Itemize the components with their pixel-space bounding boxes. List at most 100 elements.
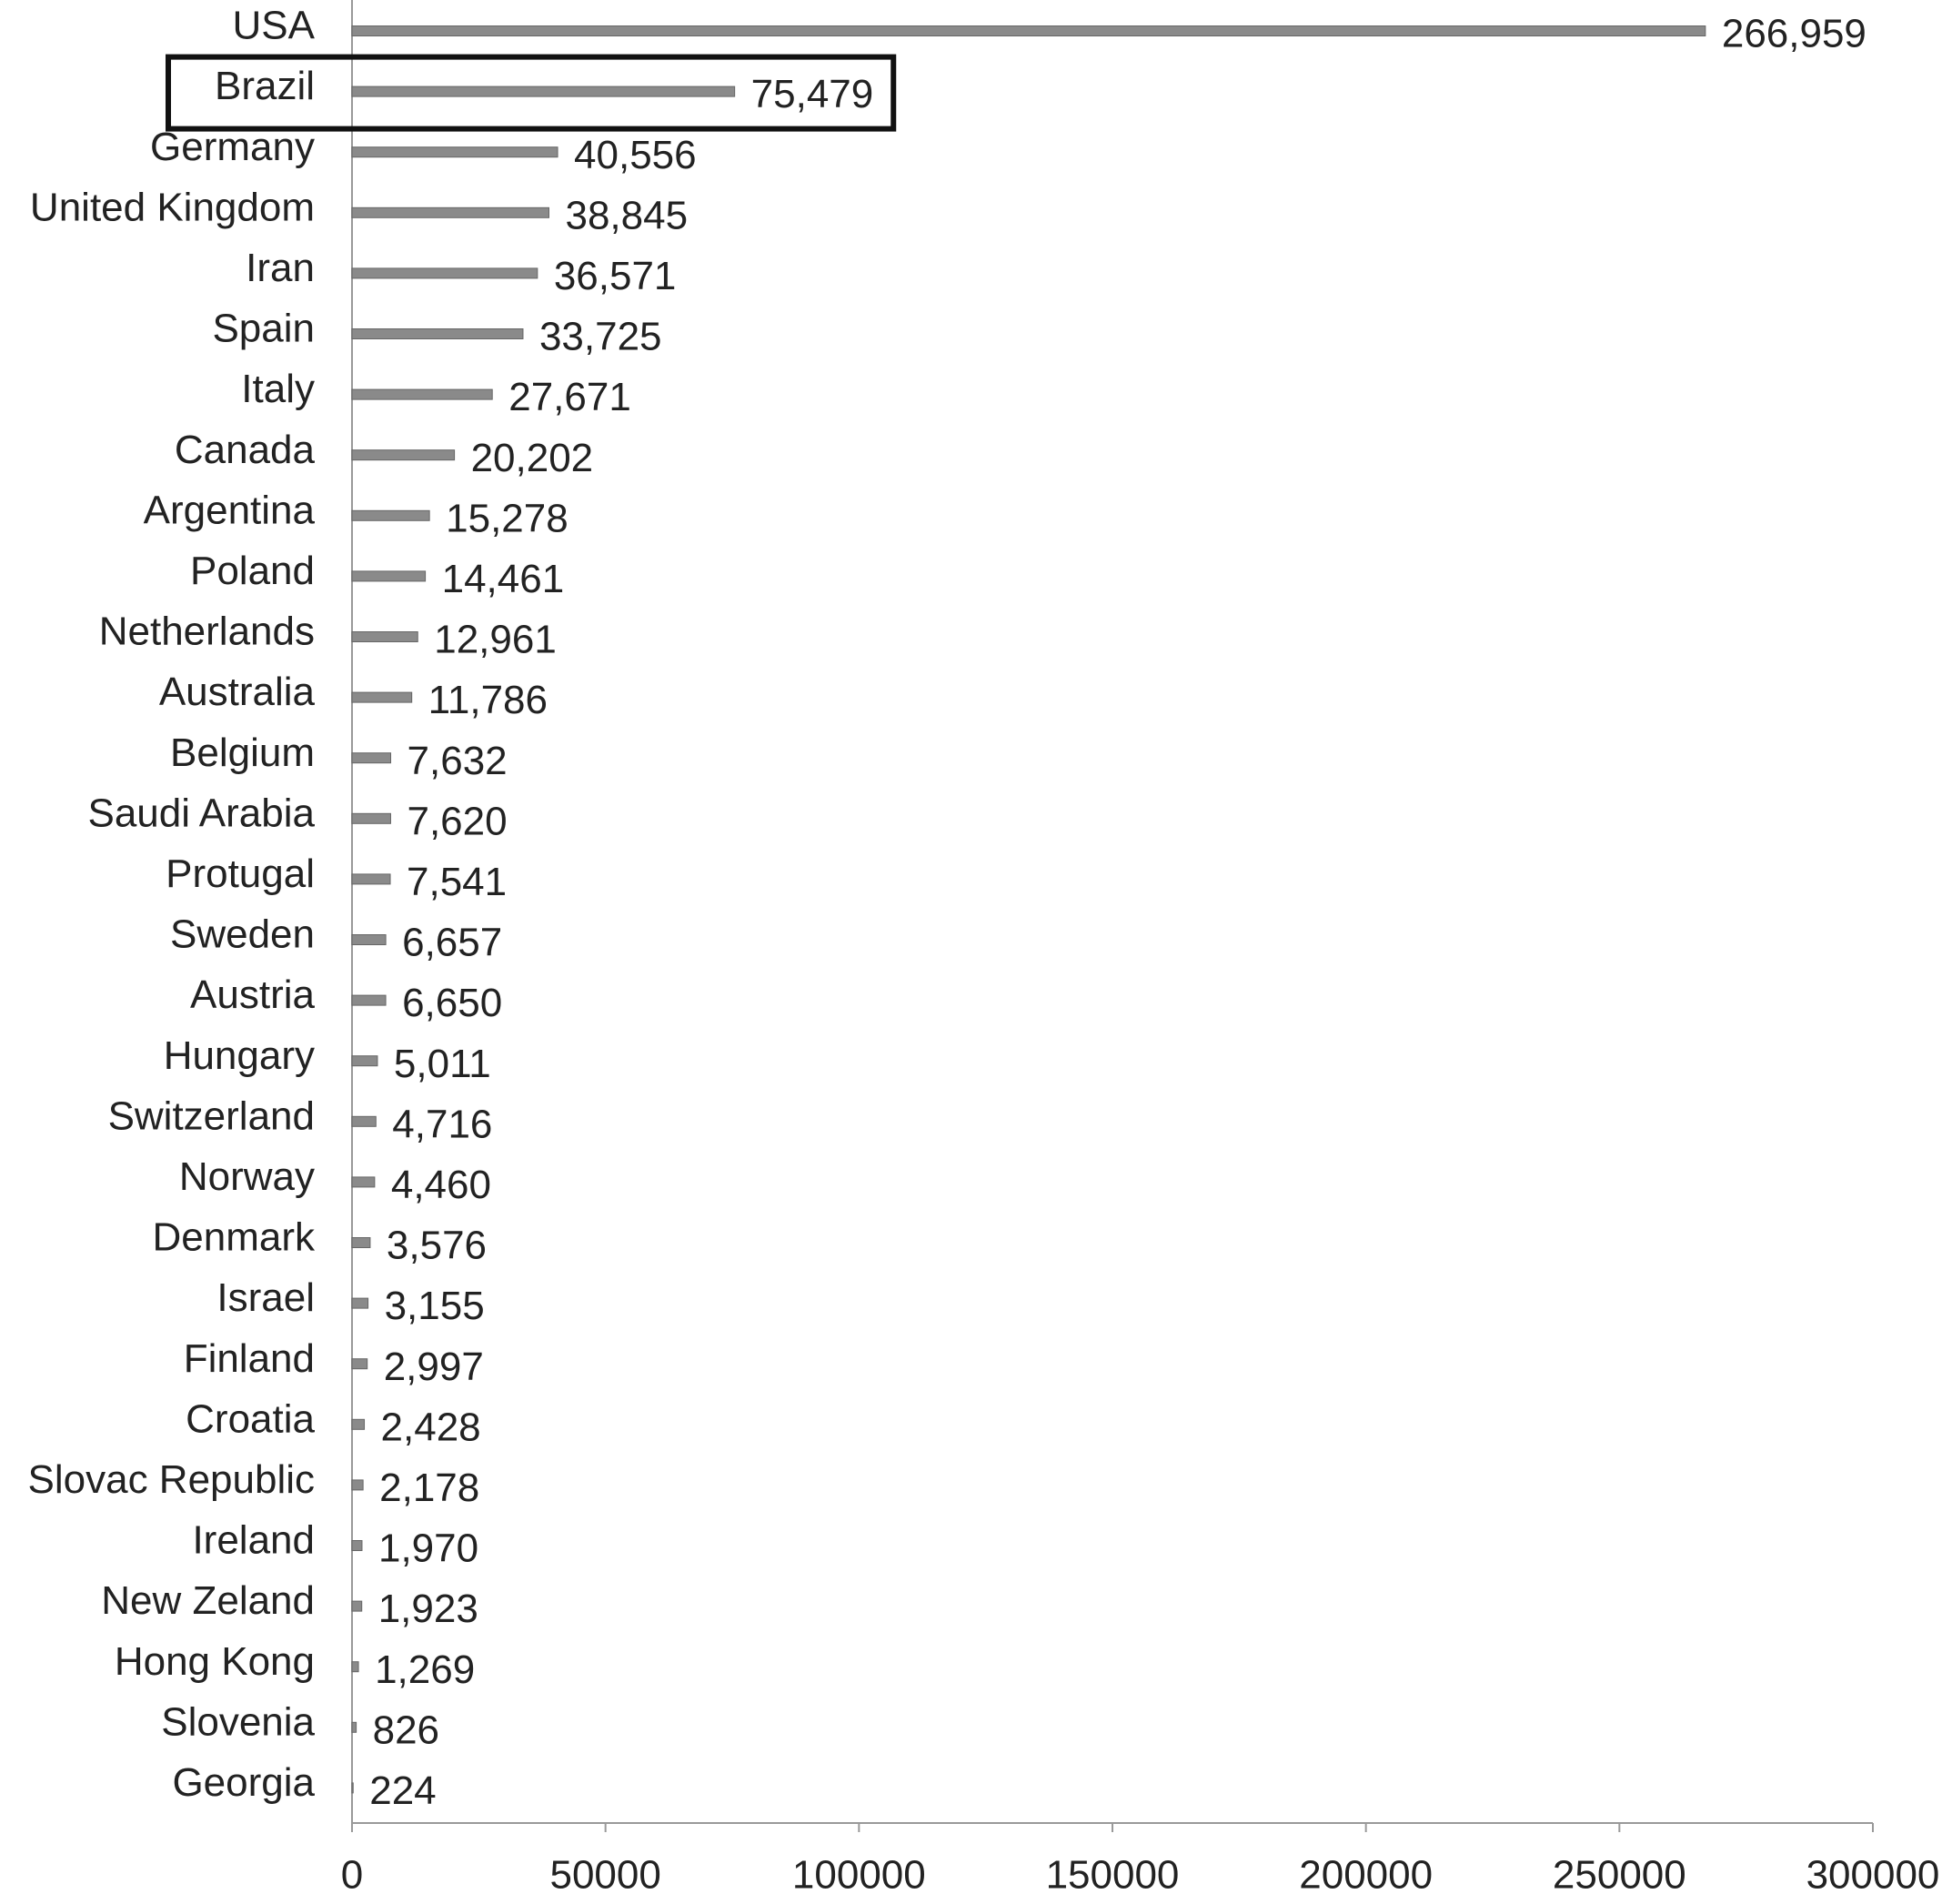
value-label: 27,671 xyxy=(508,375,631,419)
value-label: 826 xyxy=(373,1708,439,1752)
value-label: 5,011 xyxy=(394,1042,491,1086)
value-label: 20,202 xyxy=(471,436,594,480)
y-tick-label: Saudi Arabia xyxy=(87,791,315,835)
bar xyxy=(351,207,549,218)
value-label: 6,650 xyxy=(402,981,502,1025)
bar xyxy=(351,1055,378,1067)
x-tick-label: 250000 xyxy=(1553,1853,1686,1898)
y-tick-label: Germany xyxy=(150,125,315,169)
bar xyxy=(351,449,456,461)
bar xyxy=(351,570,427,582)
x-tick-label: 100000 xyxy=(792,1853,926,1898)
y-tick-label: Netherlands xyxy=(99,609,315,654)
value-label: 36,571 xyxy=(554,254,677,298)
bar xyxy=(351,1176,376,1188)
bar xyxy=(351,1297,369,1309)
value-label: 1,923 xyxy=(378,1587,478,1631)
bar xyxy=(351,1782,354,1794)
bar xyxy=(351,388,493,400)
y-tick-label: USA xyxy=(233,4,316,48)
value-label: 40,556 xyxy=(574,133,697,177)
y-tick-label: Ireland xyxy=(192,1518,315,1563)
x-tick-label: 200000 xyxy=(1299,1853,1433,1898)
bar xyxy=(351,146,558,158)
highlight-box xyxy=(166,54,897,132)
value-label: 3,576 xyxy=(387,1224,487,1268)
bar xyxy=(351,1661,359,1673)
y-tick-label: Iran xyxy=(246,246,315,290)
value-label: 11,786 xyxy=(428,678,548,722)
value-label: 75,479 xyxy=(751,72,874,116)
x-tick-label: 300000 xyxy=(1806,1853,1940,1898)
bar xyxy=(351,873,391,885)
value-label: 224 xyxy=(369,1768,436,1813)
value-label: 14,461 xyxy=(442,557,565,601)
y-tick-label: Slovenia xyxy=(161,1699,315,1744)
x-tick-label: 150000 xyxy=(1046,1853,1180,1898)
y-tick-label: Georgia xyxy=(172,1760,315,1805)
bar xyxy=(351,994,387,1006)
bar xyxy=(351,691,413,703)
y-tick-label: Finland xyxy=(184,1336,315,1381)
y-tick-label: Slovac Republic xyxy=(28,1457,316,1502)
value-label: 33,725 xyxy=(539,315,662,359)
bar xyxy=(351,1237,371,1248)
bar xyxy=(351,509,430,521)
bar xyxy=(351,1358,368,1370)
bar xyxy=(351,267,538,279)
y-tick-label: Argentina xyxy=(144,488,316,532)
bar xyxy=(351,934,387,945)
value-label: 6,657 xyxy=(402,921,502,965)
x-tick-label: 50000 xyxy=(549,1853,660,1898)
y-tick-label: Denmark xyxy=(153,1215,316,1260)
bar xyxy=(351,86,736,97)
y-tick-label: New Zeland xyxy=(101,1578,315,1623)
value-label: 38,845 xyxy=(565,193,688,237)
value-label: 2,178 xyxy=(379,1466,479,1510)
value-label: 2,997 xyxy=(384,1345,484,1389)
value-label: 12,961 xyxy=(434,618,557,662)
bar xyxy=(351,1721,357,1733)
value-label: 2,428 xyxy=(381,1405,481,1449)
value-label: 15,278 xyxy=(446,496,569,540)
value-label: 4,460 xyxy=(391,1163,491,1207)
value-label: 1,269 xyxy=(375,1647,475,1692)
y-tick-label: Belgium xyxy=(170,730,315,775)
x-tick-label: 0 xyxy=(341,1853,363,1898)
bar xyxy=(351,1479,364,1491)
y-tick-label: Canada xyxy=(175,428,316,472)
bar xyxy=(351,1600,363,1612)
value-label: 3,155 xyxy=(385,1284,485,1328)
value-label: 7,541 xyxy=(407,860,507,904)
bar xyxy=(351,1540,363,1551)
value-label: 1,970 xyxy=(378,1526,478,1571)
y-tick-label: Hungary xyxy=(164,1033,315,1078)
bar xyxy=(351,25,1706,36)
bar xyxy=(351,752,392,764)
value-label: 7,632 xyxy=(408,739,508,783)
y-tick-label: Brazil xyxy=(215,64,315,108)
bar xyxy=(351,812,391,824)
y-tick-label: Hong Kong xyxy=(115,1639,315,1684)
y-tick-label: Austria xyxy=(190,972,315,1017)
y-tick-label: United Kingdom xyxy=(30,185,315,229)
y-tick-label: Protugal xyxy=(166,851,315,896)
bar xyxy=(351,631,418,642)
y-tick-label: Italy xyxy=(241,367,315,411)
bar xyxy=(351,1115,377,1127)
y-tick-label: Australia xyxy=(159,670,316,714)
y-tick-label: Poland xyxy=(190,549,315,593)
value-label: 4,716 xyxy=(392,1102,492,1146)
y-tick-label: Israel xyxy=(216,1275,315,1320)
y-tick-label: Spain xyxy=(212,307,315,351)
bar xyxy=(351,1418,366,1430)
y-tick-label: Sweden xyxy=(170,912,315,957)
value-label: 7,620 xyxy=(407,799,507,843)
y-tick-label: Norway xyxy=(179,1154,315,1199)
y-tick-label: Croatia xyxy=(186,1396,315,1441)
value-label: 266,959 xyxy=(1722,12,1867,56)
bar xyxy=(351,328,524,339)
y-tick-label: Switzerland xyxy=(108,1093,315,1138)
